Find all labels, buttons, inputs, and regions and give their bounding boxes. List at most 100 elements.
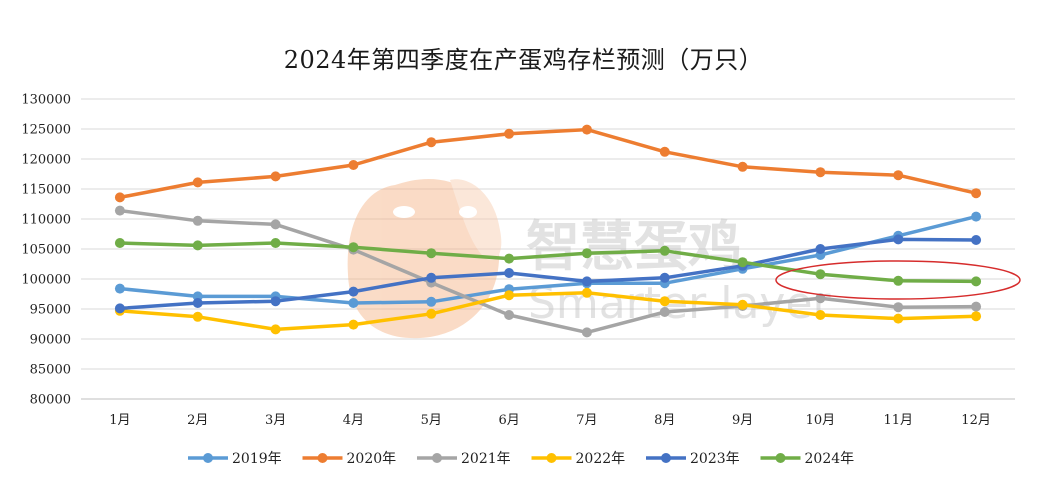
legend-item: 2023年 [646, 451, 740, 467]
y-tick-label: 130000 [21, 93, 71, 108]
legend-item: 2022年 [531, 451, 626, 467]
data-point [348, 298, 359, 308]
y-tick-label: 90000 [30, 333, 71, 348]
data-point [815, 269, 826, 280]
y-tick-label: 110000 [21, 213, 71, 228]
y-tick-label: 80000 [30, 393, 71, 408]
data-point [426, 308, 437, 319]
legend-item: 2021年 [417, 451, 511, 467]
legend-swatch-marker [317, 453, 328, 463]
data-point [114, 303, 125, 314]
data-point [815, 167, 826, 178]
series-line [118, 291, 978, 332]
x-axis-ticks: 1月 2月 3月 4月 5月 6月 7月 8月 9月 10月 11月 12月 [109, 413, 991, 428]
data-point [192, 311, 203, 322]
series-2024年 [114, 238, 982, 287]
y-tick-label: 105000 [21, 243, 71, 258]
series-2023年 [114, 234, 982, 314]
y-tick-label: 85000 [30, 363, 71, 378]
legend-item: 2020年 [302, 451, 397, 467]
x-tick-label: 9月 [732, 413, 753, 428]
data-point [270, 296, 281, 307]
legend-label: 2021年 [461, 451, 511, 467]
data-point [893, 302, 904, 313]
legend-label: 2023年 [690, 451, 740, 467]
data-point [659, 146, 670, 157]
data-point [114, 192, 125, 203]
data-point [426, 248, 437, 259]
data-point [815, 310, 826, 320]
y-tick-label: 120000 [21, 153, 71, 168]
series-line [118, 208, 978, 335]
x-tick-label: 2月 [187, 413, 208, 428]
data-point [971, 276, 982, 287]
series-2022年 [114, 287, 982, 335]
data-point [348, 160, 359, 170]
data-point [893, 234, 904, 245]
series-line [118, 214, 978, 305]
x-tick-label: 1月 [109, 413, 130, 428]
data-point [114, 283, 125, 294]
data-point [893, 313, 904, 324]
legend-swatch-marker [661, 453, 671, 463]
series-layer [114, 124, 982, 338]
x-tick-label: 4月 [343, 413, 364, 428]
y-tick-label: 100000 [21, 273, 71, 288]
data-point [270, 171, 281, 182]
legend-item: 2024年 [760, 451, 855, 467]
data-point [192, 240, 203, 251]
x-tick-label: 10月 [806, 413, 836, 428]
data-point [893, 275, 904, 286]
x-tick-label: 7月 [576, 413, 597, 428]
x-tick-label: 11月 [883, 413, 913, 428]
data-point [971, 311, 982, 322]
data-point [581, 124, 592, 135]
series-line [118, 241, 978, 284]
x-tick-label: 3月 [265, 413, 286, 428]
x-tick-label: 8月 [654, 413, 675, 428]
legend-item: 2019年 [188, 451, 282, 467]
data-point [893, 170, 904, 181]
data-point [504, 253, 515, 264]
y-tick-label: 95000 [30, 303, 71, 318]
data-point [659, 245, 670, 256]
data-point [192, 298, 203, 308]
gridlines [81, 98, 1015, 400]
series-line [118, 237, 978, 311]
data-point [581, 327, 592, 338]
data-point [971, 301, 982, 312]
x-tick-label: 6月 [498, 413, 519, 428]
data-point [270, 219, 281, 230]
y-tick-label: 125000 [21, 123, 71, 138]
legend-label: 2022年 [576, 451, 626, 467]
data-point [114, 205, 125, 216]
legend-label: 2020年 [347, 451, 397, 467]
data-point [114, 238, 125, 248]
data-point [348, 242, 359, 253]
data-point [659, 296, 670, 307]
data-point [737, 257, 748, 268]
series-2020年 [114, 124, 982, 203]
data-point [192, 215, 203, 226]
data-point [426, 296, 437, 307]
data-point [971, 188, 982, 199]
data-point [192, 177, 203, 188]
data-point [504, 310, 515, 320]
data-point [504, 290, 515, 301]
legend-swatch-marker [203, 453, 213, 463]
data-point [348, 286, 359, 297]
legend-label: 2024年 [805, 451, 855, 467]
data-point [659, 272, 670, 283]
y-tick-label: 115000 [21, 183, 71, 198]
data-point [270, 324, 281, 335]
data-point [426, 137, 437, 148]
legend: 2019年 2020年 2021年 2022年 2023年 2024年 [188, 451, 854, 467]
y-axis-ticks: 80000 85000 90000 95000 100000 105000 110000 11… [21, 93, 71, 408]
data-point [581, 287, 592, 298]
legend-swatch-marker [432, 453, 442, 463]
data-point [581, 248, 592, 259]
data-point [971, 235, 982, 245]
data-point [737, 299, 748, 310]
data-point [581, 276, 592, 287]
